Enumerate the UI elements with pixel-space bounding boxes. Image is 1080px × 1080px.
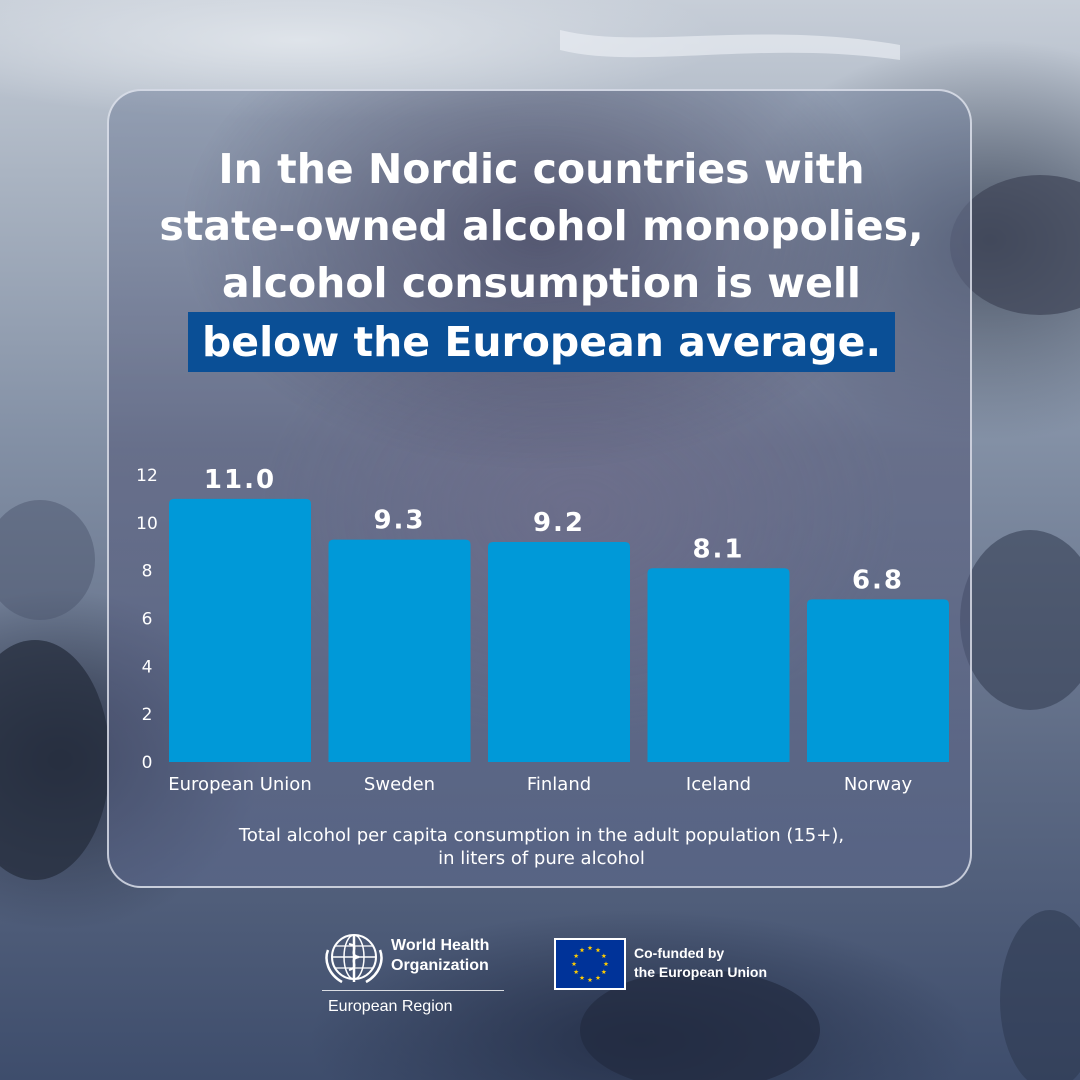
who-name: World Health Organization	[391, 936, 489, 976]
y-tick-label: 8	[142, 562, 153, 582]
headline-line-1: In the Nordic countries with	[218, 145, 865, 193]
category-label: Norway	[844, 774, 913, 795]
who-name-line-1: World Health	[391, 937, 490, 954]
bar-european-union	[169, 498, 311, 762]
y-tick-label: 6	[142, 610, 153, 630]
bar-chart: 0 2 4 6 8 10 12 11.0 European Union 9.3 Sweden 9.2 F…	[136, 465, 949, 795]
y-tick-label: 12	[136, 466, 158, 486]
category-label: European Union	[168, 774, 311, 795]
who-name-line-2: Organization	[391, 957, 489, 974]
eu-text: Co-funded by the European Union	[634, 944, 767, 982]
value-label: 6.8	[852, 565, 904, 595]
infographic-card: In the Nordic countries with state-owned…	[107, 89, 972, 888]
headline-line-2: state-owned alcohol monopolies,	[159, 202, 924, 250]
bar-finland	[488, 541, 630, 762]
who-region: European Region	[328, 998, 453, 1015]
y-tick-label: 2	[142, 705, 153, 725]
who-emblem-icon	[325, 934, 383, 984]
headline-highlight: below the European average.	[187, 312, 896, 372]
caption-line-1: Total alcohol per capita consumption in …	[238, 825, 845, 846]
category-label: Finland	[527, 774, 591, 795]
headline-line-3: alcohol consumption is well	[221, 259, 861, 307]
caption-line-2: in liters of pure alcohol	[438, 848, 645, 869]
value-label: 8.1	[692, 534, 744, 564]
footer-logos: World Health Organization European Regio…	[0, 925, 1080, 1025]
value-label: 9.2	[533, 508, 585, 538]
eu-flag-icon	[554, 938, 626, 990]
y-tick-label: 10	[136, 514, 158, 534]
y-tick-label: 0	[142, 753, 153, 773]
category-label: Iceland	[686, 774, 751, 795]
eu-text-line-2: the European Union	[634, 964, 767, 980]
category-label: Sweden	[364, 774, 435, 795]
y-tick-label: 4	[142, 657, 153, 677]
bar-iceland	[647, 568, 790, 762]
bar-sweden	[328, 539, 471, 762]
who-divider	[322, 990, 504, 991]
value-label: 11.0	[204, 465, 276, 495]
bar-norway	[807, 599, 949, 762]
eu-text-line-1: Co-funded by	[634, 945, 725, 961]
value-label: 9.3	[373, 506, 425, 536]
chart-caption: Total alcohol per capita consumption in …	[109, 824, 970, 870]
headline: In the Nordic countries with state-owned…	[109, 141, 970, 372]
